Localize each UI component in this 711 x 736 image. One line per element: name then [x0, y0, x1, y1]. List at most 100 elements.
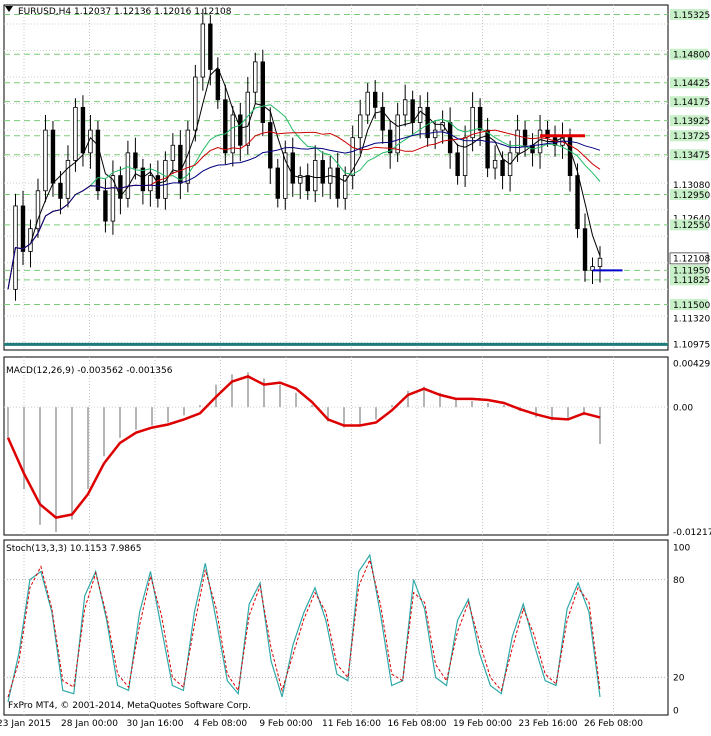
candle-body	[402, 99, 408, 116]
candle-body	[298, 175, 303, 184]
price-tag-box	[670, 96, 708, 108]
candle-body	[58, 182, 63, 199]
candle-body	[470, 106, 475, 139]
pane-frame-0	[3, 4, 669, 351]
stoch-signal-line	[7, 558, 601, 698]
macd-signal-line	[6, 375, 601, 519]
candle-body	[170, 144, 176, 161]
price-tick-label: 1.12108	[673, 255, 710, 265]
price-tick-label: 1.14175	[673, 98, 710, 108]
price-tick-label: 1.14425	[673, 79, 710, 89]
candle-body	[275, 167, 280, 199]
x-tick-label: 26 Feb 08:00	[584, 719, 643, 729]
price-tick-label: 1.13725	[673, 132, 710, 142]
x-tick-label: 16 Feb 08:00	[387, 719, 446, 729]
x-tick-label: 11 Feb 16:00	[322, 719, 381, 729]
candle-body	[103, 190, 108, 222]
price-tag-box	[670, 77, 708, 89]
price-tick-label: 1.12950	[673, 191, 710, 201]
x-tick-label: 28 Jan 00:00	[61, 719, 118, 729]
price-tick-label: 1.13925	[673, 117, 710, 127]
candle-body	[28, 228, 33, 252]
macd-tick-label: -0.012179	[673, 528, 711, 538]
price-tick-label: 1.12550	[673, 221, 710, 231]
candle-body	[223, 99, 228, 154]
candle-body	[485, 129, 490, 169]
candle-body	[545, 129, 550, 139]
candle-body	[118, 175, 123, 199]
price-tag-box	[670, 274, 708, 286]
candle-body	[20, 205, 26, 252]
candle-body	[477, 106, 483, 131]
ma-fast-line	[7, 66, 601, 290]
copyright-text: FxPro MT4, © 2001-2014, MetaQuotes Softw…	[8, 701, 251, 711]
symbol-header: EURUSD,H4 1.12037 1.12136 1.12016 1.1210…	[18, 7, 232, 17]
stoch-tick-label: 20	[673, 674, 685, 684]
price-tag-box	[670, 8, 708, 20]
candle-body	[455, 152, 460, 177]
candle-body	[305, 175, 310, 192]
x-tick-label: 30 Jan 16:00	[127, 719, 184, 729]
candle-body	[500, 160, 505, 177]
candle-body	[35, 190, 41, 230]
stoch-main-line	[7, 553, 601, 703]
candle-body	[125, 152, 131, 199]
candle-body	[537, 129, 543, 154]
candle-body	[155, 175, 161, 199]
candle-body	[417, 106, 423, 123]
candle-body	[283, 152, 288, 199]
macd-tick-label: 0.00	[673, 403, 693, 413]
candle-body	[590, 266, 595, 271]
price-tag-box	[670, 149, 708, 161]
pane-frame-2	[3, 539, 669, 716]
macd-tick-label: 0.00429	[673, 360, 710, 370]
x-tick-label: 23 Jan 2015	[0, 719, 51, 729]
x-tick-label: 23 Feb 16:00	[518, 719, 577, 729]
candle-body	[395, 114, 400, 154]
price-tick-label: 1.14800	[673, 51, 710, 61]
candle-body	[95, 129, 101, 192]
candle-body	[140, 167, 146, 192]
candle-body	[110, 175, 116, 222]
candle-body	[193, 76, 198, 131]
candle-body	[567, 137, 573, 177]
candle-body	[65, 160, 71, 199]
macd-title: MACD(12,26,9) -0.003562 -0.001356	[6, 366, 173, 376]
price-tick-label: 1.11500	[673, 301, 710, 311]
candle-body	[515, 129, 520, 154]
price-tag-box	[669, 252, 709, 265]
stoch-title: Stoch(13,3,3) 10.1153 7.9865	[6, 544, 141, 554]
candle-body	[148, 175, 153, 192]
price-tag-box	[670, 264, 708, 276]
candle-body	[178, 144, 183, 184]
candle-body	[410, 99, 415, 123]
candle-body	[133, 152, 138, 169]
x-tick-label: 4 Feb 08:00	[194, 719, 248, 729]
candle-body	[253, 61, 258, 93]
candle-body	[185, 129, 191, 184]
candle-body	[73, 106, 78, 161]
stoch-tick-label: 100	[673, 543, 690, 553]
candle-body	[200, 23, 206, 78]
candle-body	[492, 160, 498, 169]
price-tick-label: 1.12640	[673, 214, 710, 224]
candle-body	[208, 23, 213, 70]
candle-body	[245, 91, 250, 146]
candle-body	[350, 137, 355, 177]
chart-corner-icon	[5, 6, 13, 12]
candle-body	[320, 160, 325, 184]
price-tag-box	[670, 338, 708, 350]
price-tick-label: 1.13080	[673, 181, 710, 191]
price-tag-box	[670, 189, 708, 201]
price-tick-label: 1.11320	[673, 314, 710, 324]
candle-body	[425, 106, 430, 139]
candle-body	[575, 175, 580, 230]
candle-body	[597, 257, 603, 267]
stoch-tick-label: 0	[673, 706, 679, 716]
price-tick-label: 1.11950	[673, 267, 710, 277]
candle-body	[313, 160, 318, 192]
candle-body	[260, 61, 265, 123]
candle-body	[335, 167, 340, 199]
candle-body	[372, 91, 378, 108]
